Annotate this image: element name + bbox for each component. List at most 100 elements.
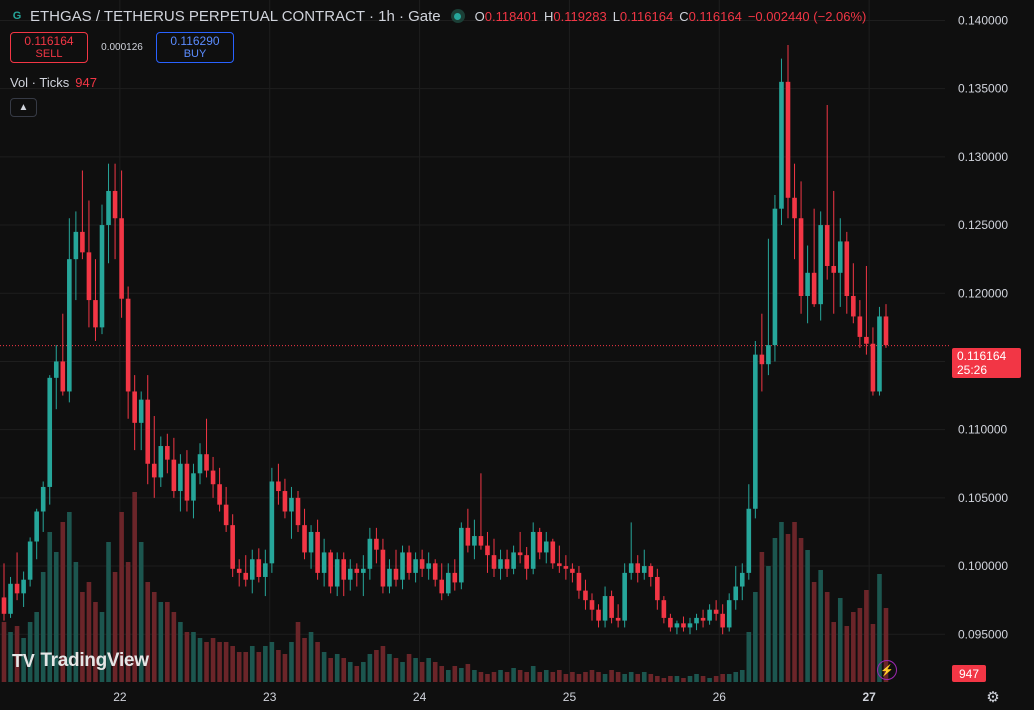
volume-bar xyxy=(596,672,601,682)
volume-bar xyxy=(243,652,249,682)
candle-body xyxy=(491,555,497,569)
buy-label: BUY xyxy=(183,47,207,60)
volume-bar xyxy=(125,562,131,682)
candle-body xyxy=(289,497,294,512)
x-tick-label: 27 xyxy=(862,690,876,704)
ohlc-key: C xyxy=(679,8,689,24)
candle-body xyxy=(282,491,288,512)
candle-body xyxy=(831,265,837,273)
volume-bar xyxy=(524,672,529,682)
last-price-value: 0.116164 xyxy=(957,349,1007,363)
candle-body xyxy=(106,190,111,226)
volume-bar xyxy=(374,650,379,682)
candle-body xyxy=(713,609,719,614)
volume-bar xyxy=(276,650,281,682)
tradingview-logo[interactable]: TV TradingView xyxy=(12,650,149,672)
candle-body xyxy=(870,343,876,392)
tradingview-name: TradingView xyxy=(40,650,149,671)
candle-body xyxy=(27,541,33,580)
volume-bar xyxy=(746,632,752,682)
x-tick-label: 25 xyxy=(563,690,577,704)
chart-header: G ETHGAS / TETHERUS PERPETUAL CONTRACT ·… xyxy=(0,4,867,28)
sell-button[interactable]: 0.116164 SELL xyxy=(10,32,88,63)
volume-bar xyxy=(223,642,229,682)
volume-bar xyxy=(387,654,392,682)
candle-body xyxy=(256,559,262,577)
volume-bar xyxy=(635,674,641,682)
volume-legend[interactable]: Vol · Ticks 947 xyxy=(10,75,97,90)
volume-bar xyxy=(269,642,275,682)
candle-body xyxy=(445,572,451,594)
volume-bar xyxy=(217,642,222,682)
candle-body xyxy=(543,541,549,553)
volume-bar xyxy=(145,582,151,682)
volume-bar xyxy=(681,678,686,682)
candle-body xyxy=(86,252,92,301)
candle-body xyxy=(400,552,405,580)
volume-bar xyxy=(720,674,725,682)
candle-body xyxy=(772,208,778,346)
volume-bar xyxy=(864,590,869,682)
volume-bar xyxy=(445,670,451,682)
ohlc-value: 0.116164 xyxy=(619,8,674,24)
candle-body xyxy=(478,536,484,546)
candle-body xyxy=(759,354,765,365)
volume-bar xyxy=(805,550,810,682)
volume-bar xyxy=(759,552,765,682)
volume-bar xyxy=(151,592,157,682)
volume-bar xyxy=(452,666,458,682)
volume-bar xyxy=(73,562,79,682)
buy-button[interactable]: 0.116290 BUY xyxy=(156,32,234,63)
lightning-icon[interactable]: ⚡ xyxy=(877,660,897,680)
volume-bar xyxy=(609,670,614,682)
candle-body xyxy=(367,538,373,569)
candle-body xyxy=(93,300,98,328)
candle-body xyxy=(380,549,386,587)
gear-icon[interactable]: ⚙ xyxy=(986,689,1000,706)
candle-body xyxy=(635,563,641,573)
ohlc-readout: O0.118401 H0.119283 L0.116164 C0.116164 −0.0… xyxy=(475,9,867,24)
candle-body xyxy=(824,225,830,266)
candle-body xyxy=(785,81,791,198)
volume-bar xyxy=(589,670,595,682)
chevron-up-icon[interactable]: ▲ xyxy=(10,98,37,117)
volume-bar xyxy=(282,654,288,682)
candle-body xyxy=(452,572,458,583)
volume-bar xyxy=(165,602,170,682)
candle-body xyxy=(517,552,523,556)
candle-body xyxy=(419,559,425,569)
volume-bar xyxy=(361,662,366,682)
candle-body xyxy=(119,218,124,299)
candle-body xyxy=(321,552,327,573)
candle-body xyxy=(80,231,85,253)
volume-bar xyxy=(700,676,706,682)
candle-body xyxy=(811,272,817,305)
volume-bar xyxy=(400,662,405,682)
candle-body xyxy=(661,600,667,618)
candle-body xyxy=(334,559,340,587)
market-status-icon[interactable] xyxy=(450,9,465,23)
volume-bar xyxy=(883,608,889,682)
candle-body xyxy=(165,446,170,460)
candle-body xyxy=(249,559,255,580)
volume-bar xyxy=(831,622,837,682)
volume-bar xyxy=(14,626,20,682)
volume-bar xyxy=(824,592,830,682)
x-tick-label: 22 xyxy=(113,690,127,704)
y-tick-label: 0.105000 xyxy=(958,491,1008,505)
candle-body xyxy=(818,225,823,305)
volume-bar xyxy=(511,668,516,682)
candle-body xyxy=(504,559,510,569)
x-tick-label: 26 xyxy=(713,690,727,704)
volume-bar xyxy=(132,492,137,682)
volume-bar xyxy=(419,662,425,682)
candle-body xyxy=(34,511,39,542)
volume-bar xyxy=(465,664,471,682)
symbol-title[interactable]: ETHGAS / TETHERUS PERPETUAL CONTRACT · 1… xyxy=(30,7,441,25)
candle-body xyxy=(674,623,680,628)
volume-bar xyxy=(119,512,124,682)
volume-bar xyxy=(674,676,680,682)
candle-body xyxy=(73,231,79,260)
volume-bar xyxy=(583,672,588,682)
